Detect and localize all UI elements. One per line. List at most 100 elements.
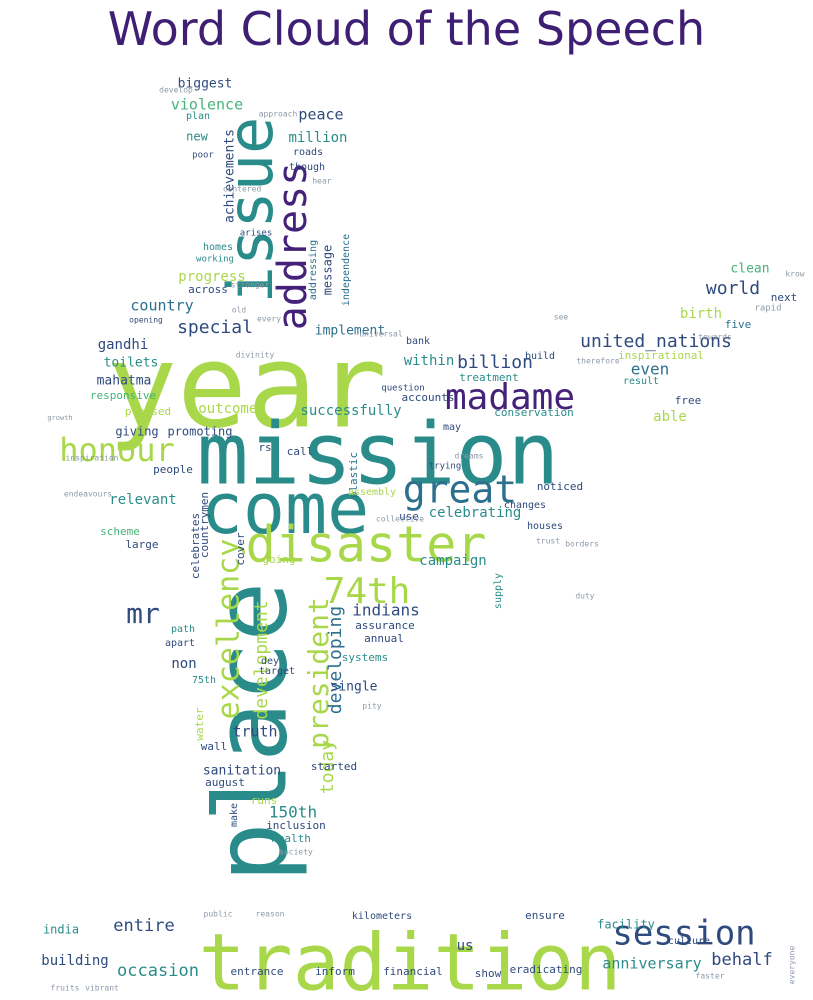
word-endeavours: endeavours (64, 490, 112, 499)
page-title: Word Cloud of the Speech (107, 2, 706, 56)
word-entire: entire (113, 916, 174, 936)
word-session: session (612, 914, 755, 954)
word-five: five (725, 318, 752, 331)
word-supply: supply (493, 573, 504, 609)
word-kilometers: kilometers (352, 911, 412, 922)
word-trust: trust (536, 537, 560, 546)
word-implement: implement (315, 324, 385, 339)
word-year: year (107, 320, 386, 455)
word-special: special (177, 317, 253, 338)
word-see: see (554, 313, 569, 322)
word-large: large (125, 538, 158, 551)
word-conservation: conservation (494, 406, 573, 419)
word-disaster: disaster (246, 516, 487, 574)
word-everyone: everyone (788, 946, 797, 985)
word-facility: facility (597, 918, 655, 932)
word-countrymen: countrymen (198, 492, 211, 558)
word-toilets: toilets (104, 356, 159, 371)
word-successfully: successfully (300, 403, 401, 419)
word-reason: reason (256, 910, 285, 919)
word-mr: mr (126, 597, 160, 630)
word-billion: billion (457, 352, 533, 373)
word-great: great (403, 468, 517, 512)
word-rapid: rapid (754, 304, 781, 314)
word-violence: violence (171, 96, 243, 114)
word-excellency: excellency (212, 539, 247, 720)
word-society: society (279, 848, 313, 857)
word-truth: truth (232, 723, 277, 741)
word-addressing: addressing (308, 240, 319, 300)
word-every: every (257, 315, 281, 324)
word-water: water (193, 707, 206, 740)
word-homes: homes (203, 242, 233, 253)
word-culture: culture (668, 936, 710, 947)
word-birth: birth (680, 306, 722, 322)
word-celebrating: celebrating (429, 505, 522, 521)
word-apart: apart (165, 638, 195, 649)
word-inspiration: inspiration (66, 454, 119, 463)
word-inclusion: inclusion (266, 819, 326, 832)
word-path: path (171, 624, 195, 635)
word-within: within (404, 353, 455, 369)
word-noticed: noticed (537, 480, 583, 493)
word-non: non (171, 656, 196, 672)
word-growth: growth (47, 414, 72, 422)
word-75th: 75th (192, 675, 216, 686)
word-people: people (153, 463, 193, 476)
word-free: free (675, 394, 702, 407)
word-trying: trying (429, 462, 462, 472)
word-dreams: dreams (455, 452, 484, 461)
word-result: result (623, 376, 659, 387)
word-show: show (475, 967, 502, 980)
word-developing: developing (325, 606, 346, 714)
word-assembly: assembly (348, 487, 396, 498)
word-therefore: therefore (576, 357, 620, 366)
word-ensure: ensure (525, 909, 565, 922)
word-honour: honour (59, 431, 175, 469)
word-development: development (251, 600, 272, 719)
word-tradition: tradition (199, 918, 622, 1000)
word-pity: pity (362, 702, 381, 711)
word-use: use (399, 510, 419, 523)
word-wall: wall (201, 740, 228, 753)
word-sanitation: sanitation (203, 764, 281, 779)
word-behalf: behalf (711, 950, 772, 970)
word-new: new (186, 130, 208, 144)
word-develop: develop (159, 86, 193, 95)
word-independence: independence (341, 234, 352, 306)
word-peace: peace (298, 106, 343, 124)
word-systems: systems (342, 651, 388, 664)
word-promoting: promoting (167, 425, 232, 439)
word-treatment: treatment (459, 371, 519, 384)
word-august: august (205, 776, 245, 789)
word-celebrates: celebrates (189, 513, 202, 579)
word-mahatma: mahatma (97, 374, 152, 389)
word-plastic: plastic (347, 452, 360, 498)
word-make: make (229, 803, 240, 827)
word-india: india (43, 923, 79, 937)
word-arises: arises (240, 229, 273, 239)
word-divinity: divinity (236, 351, 275, 360)
word-roads: roads (293, 147, 323, 158)
word-million: million (288, 130, 347, 146)
word-collective: collective (376, 515, 424, 524)
word-bank: bank (406, 336, 430, 347)
word-call: call (287, 445, 314, 458)
word-old: old (232, 306, 247, 315)
word-houses: houses (527, 521, 563, 532)
word-able: able (653, 409, 687, 425)
word-cover: cover (234, 532, 247, 565)
word-rs: rs (258, 441, 271, 454)
word-accounts: accounts (402, 391, 455, 404)
word-responsive: responsive (90, 389, 156, 402)
word-faster: faster (696, 972, 725, 981)
word-relevant: relevant (109, 492, 176, 508)
word-though: though (289, 162, 325, 173)
word-address: address (270, 162, 316, 331)
word-borders: borders (565, 540, 599, 549)
word-giving: giving (115, 425, 158, 439)
word-world: world (706, 278, 760, 299)
word-pleased: pleased (125, 405, 171, 418)
